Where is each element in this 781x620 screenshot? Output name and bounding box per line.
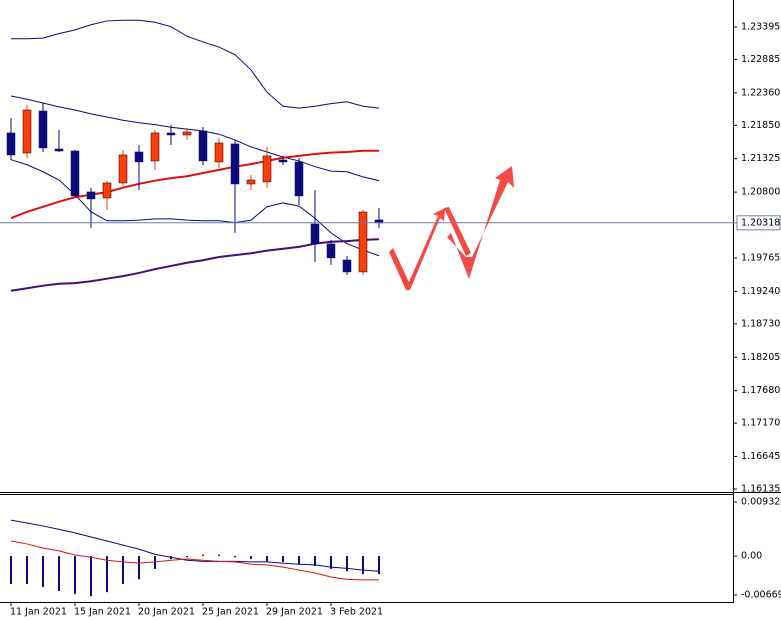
indicator-line: [11, 19, 380, 109]
histogram-bar: [234, 556, 236, 558]
candle-body: [6, 132, 16, 156]
histogram-bar: [346, 556, 348, 572]
candle-body: [246, 179, 256, 185]
candle-body: [70, 150, 80, 197]
y-tick-label: 1.23395: [741, 21, 780, 32]
histogram-bar: [202, 554, 204, 557]
y-tick-label: 1.18205: [741, 352, 780, 363]
plot: 1.23395 1.22885 1.22360 1.21850 1.21325 1.208…: [0, 19, 781, 618]
histogram-bar: [10, 556, 12, 584]
indicator-line: [10, 540, 379, 581]
candle-body: [134, 151, 144, 163]
histogram-bar: [138, 556, 140, 580]
candle-body: [310, 223, 320, 245]
histogram-bar: [362, 556, 364, 575]
candle-body: [38, 110, 48, 149]
last-price-box: [736, 215, 781, 231]
histogram-bar: [154, 556, 156, 569]
y-tick-label: 1.16135: [741, 484, 780, 495]
candle-body: [214, 142, 224, 163]
y-tick-label: 1.17680: [741, 385, 780, 396]
y-tick-label: 1.17170: [741, 418, 780, 429]
histogram-bar: [58, 556, 60, 591]
y-tick-label: 0.009322: [741, 497, 781, 508]
x-tick-label: 25 Jan 2021: [202, 607, 259, 618]
histogram-bar: [330, 556, 332, 569]
y-tick-label: 1.16645: [741, 451, 780, 462]
indicator-line: [10, 95, 380, 182]
candle-body: [294, 161, 304, 197]
y-tick-label: 1.19240: [741, 286, 780, 297]
forecast-arrows: [389, 166, 514, 290]
candle-body: [166, 132, 176, 136]
arrow: [447, 166, 514, 279]
last-price-label: 1.20318: [741, 217, 780, 228]
candle-body: [230, 143, 240, 185]
histogram-bar: [42, 556, 44, 587]
indicator-line: [10, 149, 379, 220]
histogram-bar: [218, 554, 220, 557]
y-tick-label: 1.18730: [741, 318, 780, 329]
histogram-bar: [90, 556, 92, 597]
x-tick-label: 11 Jan 2021: [10, 607, 67, 618]
histogram-bar: [314, 556, 316, 566]
x-tick-label: 20 Jan 2021: [138, 607, 195, 618]
histogram-bar: [266, 556, 268, 562]
candle-body: [198, 130, 208, 162]
histogram-bar: [106, 556, 108, 593]
histogram-bar: [186, 556, 188, 558]
candle-body: [86, 191, 96, 200]
indicator-line: [10, 519, 380, 572]
histogram-bar: [282, 556, 284, 562]
y-tick-label: 1.20800: [741, 187, 780, 198]
arrow: [389, 208, 445, 290]
candle-body: [262, 155, 272, 183]
candle-body: [102, 182, 112, 199]
candle-body: [54, 148, 64, 152]
candle-body: [182, 131, 192, 136]
histogram-bar: [122, 556, 124, 584]
candle-body: [326, 243, 336, 259]
arrow: [444, 207, 471, 256]
candle-body: [358, 211, 368, 273]
histogram-bar: [298, 556, 300, 565]
candle-body: [342, 259, 352, 273]
candle-body: [118, 154, 128, 184]
x-tick-label: 29 Jan 2021: [266, 607, 323, 618]
histogram-bar: [26, 556, 28, 584]
y-tick-label: 1.19765: [741, 252, 780, 263]
y-tick-label: 0.00: [741, 551, 762, 562]
histogram-bar: [74, 556, 76, 594]
y-tick-label: 1.21850: [741, 120, 780, 131]
y-tick-label: 1.21325: [741, 153, 780, 164]
y-tick-label: 1.22885: [741, 54, 780, 65]
x-tick-label: 3 Feb 2021: [330, 607, 383, 618]
histogram-bar: [250, 556, 252, 560]
x-tick-label: 15 Jan 2021: [74, 607, 131, 618]
candle-body: [22, 109, 32, 154]
y-tick-label: 1.22360: [741, 87, 780, 98]
histogram-bar: [378, 556, 380, 575]
candle-body: [150, 132, 160, 162]
candle-body: [278, 159, 288, 163]
